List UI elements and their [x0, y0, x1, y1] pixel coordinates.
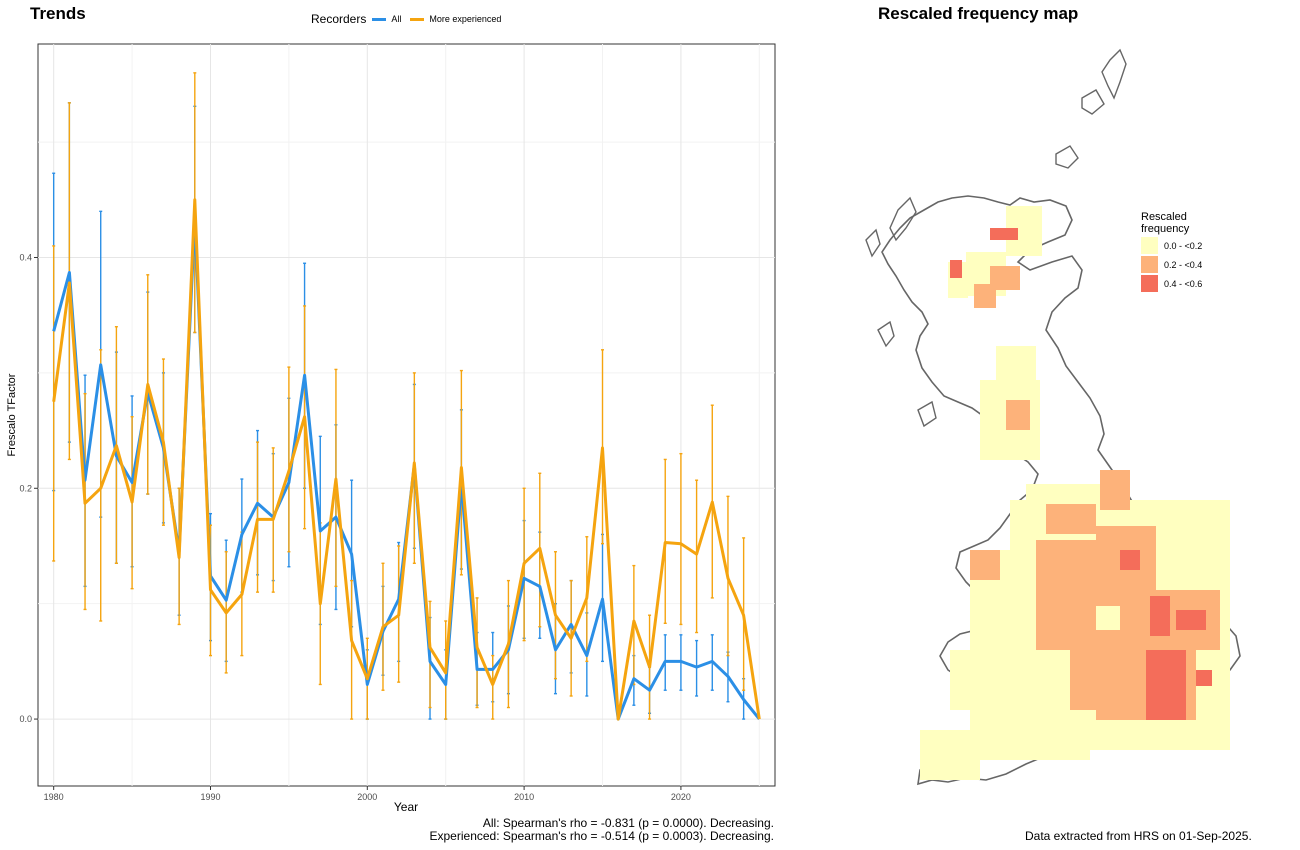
legend-title: Recorders: [311, 12, 367, 26]
y-axis-label: Frescalo TFactor: [6, 373, 18, 456]
map-legend-swatch-low: [1141, 237, 1158, 254]
map-legend: Rescaled frequency 0.0 - <0.2 0.2 - <0.4…: [1141, 211, 1202, 292]
stats-experienced: Experienced: Spearman's rho = -0.514 (p …: [429, 829, 775, 843]
y-tick-label: 0.2: [19, 483, 32, 493]
stats-all: All: Spearman's rho = -0.831 (p = 0.0000…: [482, 816, 774, 830]
map-legend-title-1: Rescaled: [1141, 211, 1187, 223]
map-legend-label-high: 0.4 - <0.6: [1164, 278, 1203, 289]
x-tick-label: 2010: [514, 792, 534, 802]
freq-high: [950, 228, 1212, 720]
x-tick-label: 1990: [200, 792, 220, 802]
map-legend-swatch-high: [1141, 275, 1158, 292]
map-legend-row: 0.2 - <0.4: [1141, 256, 1202, 273]
map-legend-label-low: 0.0 - <0.2: [1164, 240, 1203, 251]
map-title: Rescaled frequency map: [878, 4, 1079, 23]
series-legend: Recorders All More experienced: [311, 12, 501, 26]
series-line-experienced: [52, 198, 761, 721]
x-axis-label: Year: [394, 800, 418, 814]
northern-isles: [1055, 48, 1127, 169]
map-legend-row: 0.4 - <0.6: [1141, 275, 1202, 292]
axes: 1980 1990 2000 2010 2020 0.0 0.2 0.4: [19, 252, 690, 802]
legend-swatch-all: [372, 17, 387, 21]
x-tick-label: 2020: [671, 792, 691, 802]
trends-title: Trends: [30, 4, 86, 23]
legend-label-experienced: More experienced: [429, 14, 502, 24]
trends-chart: 1980 1990 2000 2010 2020 0.0 0.2 0.4 Year Fresc…: [6, 43, 776, 814]
x-tick-label: 1980: [44, 792, 64, 802]
frequency-map: [865, 48, 1241, 786]
stats-text: All: Spearman's rho = -0.831 (p = 0.0000…: [430, 817, 775, 843]
map-legend-label-mid: 0.2 - <0.4: [1164, 259, 1203, 270]
legend-swatch-experienced: [410, 17, 425, 21]
legend-label-all: All: [391, 14, 402, 24]
map-legend-row: 0.0 - <0.2: [1141, 237, 1202, 254]
series-lines: [52, 198, 761, 721]
y-tick-label: 0.4: [19, 252, 32, 262]
x-tick-label: 2000: [357, 792, 377, 802]
western-isles: [865, 196, 937, 428]
map-legend-swatch-mid: [1141, 256, 1158, 273]
y-tick-label: 0.0: [19, 714, 32, 724]
map-legend-title-2: frequency: [1141, 223, 1190, 235]
plot-panel: [37, 43, 776, 787]
extraction-note: Data extracted from HRS on 01-Sep-2025.: [1025, 829, 1252, 843]
